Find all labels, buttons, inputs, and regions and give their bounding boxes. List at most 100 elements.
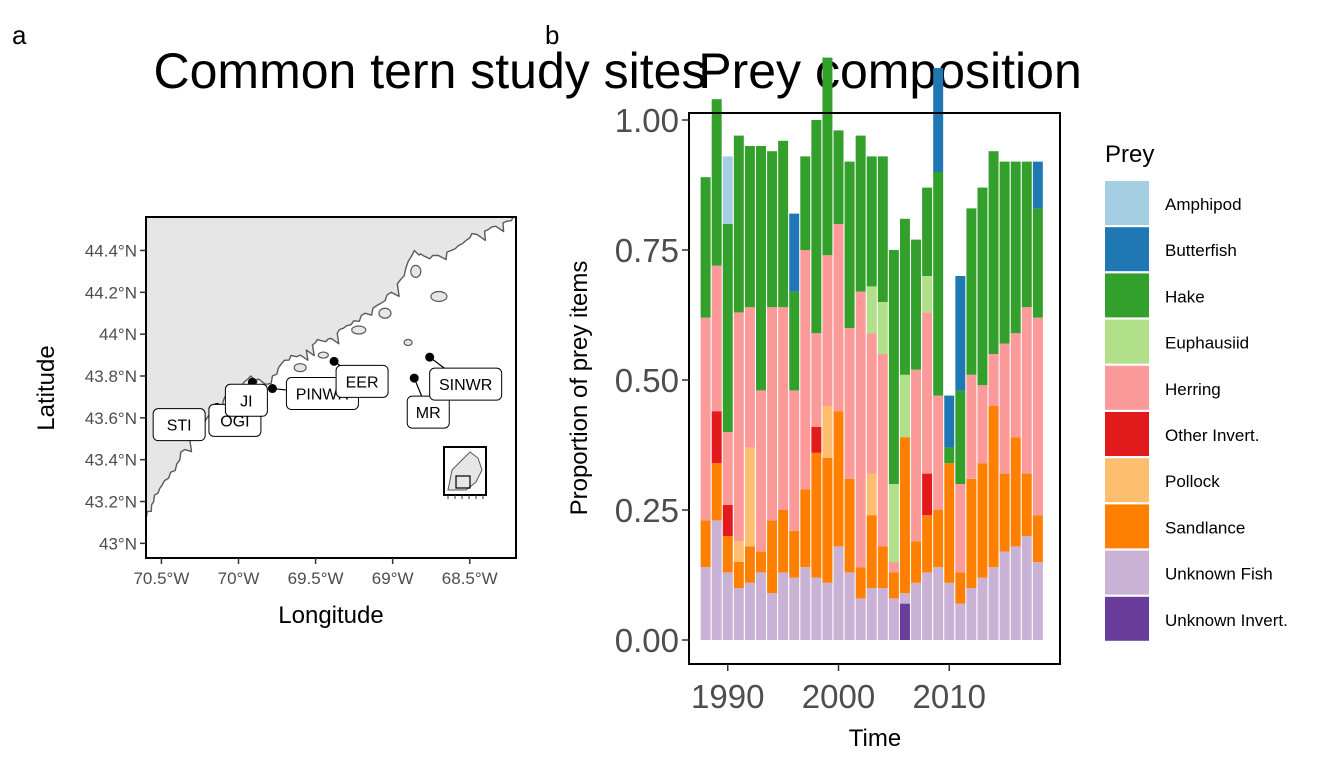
- bar-segment: [800, 156, 811, 250]
- map-x-tick-label: 69°W: [372, 569, 414, 588]
- bar-segment: [700, 567, 711, 640]
- site-label: EER: [346, 374, 379, 391]
- bar-segment: [855, 291, 866, 568]
- bar-segment: [855, 135, 866, 292]
- bar-segment: [999, 161, 1010, 344]
- site-label-box: [406, 395, 450, 429]
- bar-segment: [844, 478, 855, 573]
- bar-segment: [833, 130, 844, 224]
- bar-segment: [955, 572, 966, 604]
- bar-segment: [811, 452, 822, 578]
- bar-segment: [811, 577, 822, 640]
- site-label-box: [152, 408, 206, 442]
- bar-segment: [778, 510, 789, 573]
- map-y-tick-label: 44.2°N: [85, 283, 137, 302]
- panel-label-a: a: [12, 20, 27, 50]
- bar-segment: [888, 484, 899, 562]
- bar-segment: [899, 218, 910, 375]
- bar-x-tick-label: 2000: [802, 678, 875, 715]
- bar-segment: [888, 572, 899, 599]
- bar-segment: [1021, 536, 1032, 640]
- bar-segment: [711, 411, 722, 464]
- bar-segment: [933, 567, 944, 640]
- map-y-tick-label: 43°N: [99, 534, 137, 553]
- bar-y-axis-title: Proportion of prey items: [566, 261, 593, 516]
- legend-swatch: [1105, 596, 1149, 641]
- bar-segment: [888, 598, 899, 640]
- bar-segment: [844, 328, 855, 479]
- bar-x-tick-label: 1990: [691, 678, 764, 715]
- bar-segment: [756, 146, 766, 391]
- site-point: [267, 384, 277, 394]
- bar-segment: [866, 333, 877, 474]
- bar-segment: [700, 317, 711, 521]
- bar-segment: [833, 224, 844, 412]
- legend-label: Other Invert.: [1165, 426, 1259, 445]
- bar-segment: [944, 463, 955, 583]
- bar-segment: [944, 395, 955, 448]
- bar-segment: [911, 541, 922, 583]
- bar-segment: [756, 390, 766, 552]
- legend-swatch: [1105, 273, 1149, 318]
- bar-segment: [722, 224, 733, 432]
- map-y-axis-title: Latitude: [33, 345, 60, 430]
- bar-segment: [744, 447, 755, 547]
- map-frame: [145, 216, 517, 559]
- bar-segment: [877, 302, 888, 354]
- bar-segment: [811, 120, 822, 334]
- bar-segment: [911, 369, 922, 542]
- bar-segment: [778, 572, 789, 640]
- bar-segment: [1010, 161, 1021, 334]
- bar-segment: [711, 99, 722, 266]
- bar-segment: [733, 312, 744, 542]
- bar-panel: Prey composition 0.00 0.25 0.50 0.75 1.00 19…: [566, 43, 1288, 752]
- map-y-tick-label: 43.4°N: [85, 451, 137, 470]
- bar-segment: [811, 426, 822, 453]
- bar-segment: [966, 478, 977, 588]
- bar-segment: [822, 582, 833, 640]
- map-x-tick-label: 70.5°W: [133, 569, 189, 588]
- bar-segment: [911, 239, 922, 370]
- inset-extent-box: [455, 475, 471, 489]
- bar-segment: [744, 146, 755, 308]
- bar-segment: [899, 603, 910, 640]
- bar-segment: [966, 374, 977, 479]
- bar-segment: [1032, 161, 1043, 209]
- bar-y-tick-label: 0.50: [615, 362, 679, 399]
- legend-swatch: [1105, 227, 1149, 272]
- bar-segment: [988, 406, 999, 568]
- bar-segment: [922, 187, 933, 276]
- bar-segment: [1032, 515, 1043, 562]
- bar-segment: [944, 447, 955, 464]
- site-label-box: [429, 367, 503, 401]
- bar-segment: [933, 395, 944, 510]
- bar-segment: [866, 286, 877, 334]
- bar-title: Prey composition: [698, 43, 1082, 99]
- legend-label: Sandlance: [1165, 518, 1245, 537]
- bar-y-tick-label: 0.25: [615, 492, 679, 529]
- bar-segment: [1021, 473, 1032, 536]
- bar-segment: [922, 515, 933, 573]
- legend-label: Hake: [1165, 287, 1205, 306]
- map-y-tick-label: 43.6°N: [85, 409, 137, 428]
- bar-segment: [767, 151, 778, 308]
- bar-segment: [888, 250, 899, 484]
- legend-label: Herring: [1165, 380, 1221, 399]
- legend-label: Pollock: [1165, 472, 1220, 491]
- bar-segment: [778, 140, 789, 308]
- bar-x-tick-label: 2010: [913, 678, 986, 715]
- map-x-axis-title: Longitude: [278, 602, 383, 629]
- bar-segment: [756, 551, 766, 573]
- bar-y-tick-label: 0.00: [615, 622, 679, 659]
- map-y-tick-label: 44°N: [99, 325, 137, 344]
- legend-swatch: [1105, 181, 1149, 225]
- bar-segment: [700, 177, 711, 318]
- bar-segment: [933, 172, 944, 396]
- bar-segment: [1021, 307, 1032, 474]
- bar-segment: [789, 577, 800, 640]
- legend-swatch: [1105, 458, 1149, 503]
- bar-y-axis: 0.00 0.25 0.50 0.75 1.00: [615, 102, 689, 659]
- map-x-axis: 70.5°W 70°W 69.5°W 69°W 68.5°W: [133, 558, 498, 588]
- bar-segment: [711, 265, 722, 412]
- bar-segment: [711, 520, 722, 640]
